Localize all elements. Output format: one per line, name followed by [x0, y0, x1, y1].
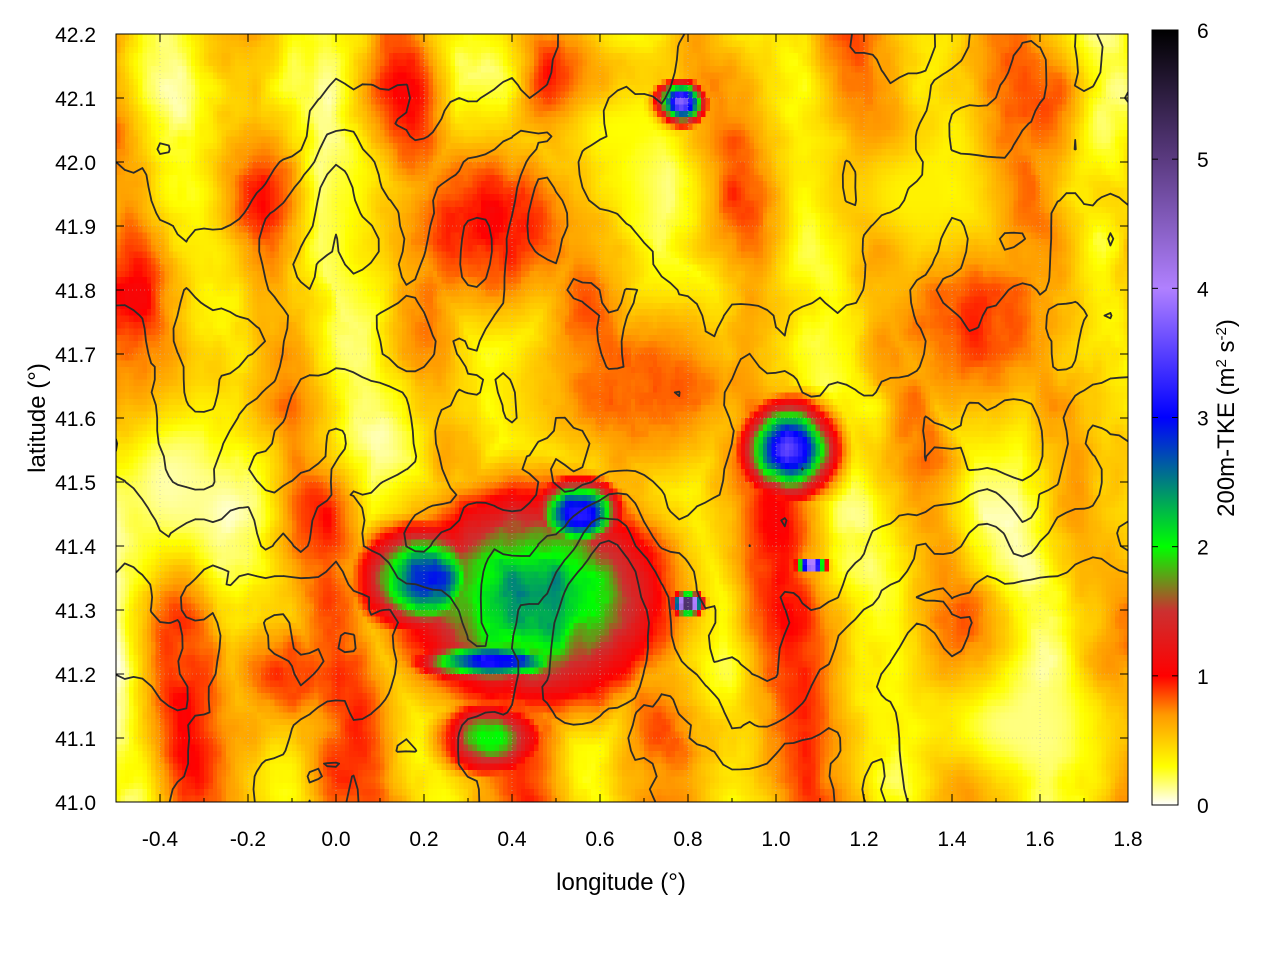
- x-tick-label: -0.4: [142, 828, 179, 851]
- x-axis: -0.4 -0.2 0.0 0.2 0.4 0.6 0.8 1.0 1.2 1.4 1.6 1.8: [115, 34, 1143, 851]
- y-axis: 41.0 41.1 41.2 41.3 41.4 41.5 41.6 41.7 41.8 41.9…: [55, 24, 1128, 815]
- y-tick-label: 41.1: [55, 728, 96, 751]
- y-tick-label: 41.5: [55, 472, 96, 495]
- x-axis-label: longitude (°): [556, 869, 686, 896]
- colorbar-tick-label: 0: [1197, 795, 1209, 818]
- colorbar: 0 1 2 3 4 5 6 200m-TKE (m2 s-2): [1151, 20, 1241, 818]
- x-tick-label: 1.8: [1113, 828, 1142, 851]
- colorbar-tick-label: 5: [1197, 149, 1209, 172]
- contour-line: [116, 34, 1128, 553]
- colorbar-ticks: 0 1 2 3 4 5 6: [1152, 20, 1209, 818]
- x-tick-label: 0.2: [409, 828, 438, 851]
- contour-line: [116, 424, 1128, 802]
- y-tick-label: 41.8: [55, 280, 96, 303]
- y-tick-label: 42.2: [55, 24, 96, 47]
- y-tick-label: 41.7: [55, 344, 96, 367]
- colorbar-tick-label: 6: [1197, 20, 1209, 43]
- y-tick-label: 41.4: [55, 536, 96, 559]
- y-tick-label: 41.9: [55, 216, 96, 239]
- plot-area: [115, 33, 1129, 803]
- colorbar-tick-label: 3: [1197, 408, 1209, 431]
- x-tick-label: 0.4: [497, 828, 527, 851]
- y-tick-label: 41.0: [55, 792, 96, 815]
- colorbar-label: 200m-TKE (m2 s-2): [1213, 319, 1241, 517]
- contour-line: [116, 163, 1128, 802]
- colorbar-tick-label: 1: [1197, 666, 1209, 689]
- contour-line: [116, 34, 1128, 413]
- grid-lines: [116, 34, 1128, 802]
- y-tick-label: 41.3: [55, 600, 96, 623]
- y-tick-label: 41.2: [55, 664, 96, 687]
- x-tick-label: -0.2: [230, 828, 266, 851]
- x-tick-label: 1.2: [849, 828, 878, 851]
- x-tick-label: 0.0: [321, 828, 350, 851]
- x-tick-label: 0.8: [673, 828, 702, 851]
- terrain-contours: [116, 34, 1128, 802]
- y-tick-label: 42.1: [55, 88, 96, 111]
- contour-line: [263, 539, 1128, 802]
- y-tick-label: 41.6: [55, 408, 96, 431]
- y-axis-label: latitude (°): [24, 363, 51, 473]
- x-tick-label: 1.0: [761, 828, 790, 851]
- x-tick-label: 1.4: [937, 828, 967, 851]
- y-tick-label: 42.0: [55, 152, 96, 175]
- colorbar-tick-label: 4: [1197, 278, 1209, 301]
- colorbar-tick-label: 2: [1197, 537, 1209, 560]
- x-tick-label: 1.6: [1025, 828, 1054, 851]
- x-tick-label: 0.6: [585, 828, 614, 851]
